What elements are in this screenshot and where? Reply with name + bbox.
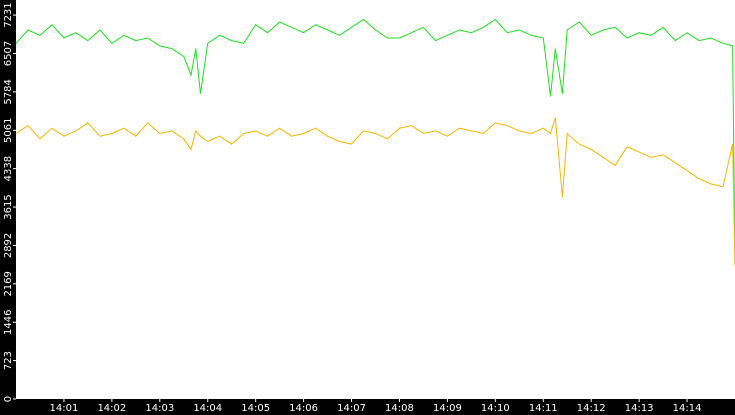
y-tick-label: 723 xyxy=(3,351,14,370)
x-tick-label: 14:01 xyxy=(50,403,79,414)
x-tick-label: 14:14 xyxy=(673,403,702,414)
x-tick-label: 14:08 xyxy=(385,403,414,414)
x-tick-label: 14:05 xyxy=(241,403,270,414)
plot-area xyxy=(16,0,735,399)
x-tick-label: 14:03 xyxy=(145,403,174,414)
y-tick-label: 5784 xyxy=(3,79,14,104)
x-tick-label: 14:02 xyxy=(97,403,126,414)
y-tick-label: 3615 xyxy=(3,194,14,219)
y-tick-label: 2169 xyxy=(3,271,14,296)
x-tick-label: 14:07 xyxy=(337,403,366,414)
y-tick-label: 5061 xyxy=(3,118,14,143)
x-tick-label: 14:06 xyxy=(289,403,318,414)
x-tick-label: 14:09 xyxy=(433,403,462,414)
x-tick-label: 14:11 xyxy=(529,403,558,414)
y-tick-label: 4338 xyxy=(3,156,14,181)
y-tick-label: 1446 xyxy=(3,309,14,334)
x-tick-label: 14:10 xyxy=(481,403,510,414)
series-line xyxy=(15,117,735,267)
y-tick-label: 6507 xyxy=(3,41,14,66)
series-line xyxy=(15,18,735,262)
y-tick-label: 7231 xyxy=(3,2,14,27)
y-tick-label: 0 xyxy=(3,396,14,402)
x-tick-label: 14:12 xyxy=(577,403,606,414)
y-tick-label: 2892 xyxy=(3,233,14,258)
x-tick-label: 14:04 xyxy=(193,403,222,414)
x-tick-label: 14:13 xyxy=(625,403,654,414)
